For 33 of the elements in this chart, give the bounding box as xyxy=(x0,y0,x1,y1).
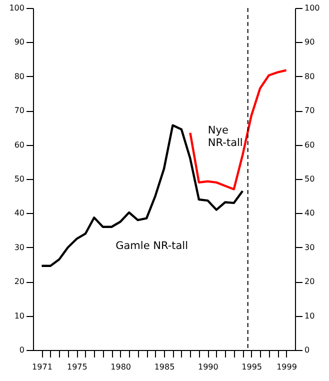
x-tick-label: 1995 xyxy=(242,362,262,372)
y2-tick-label: 20 xyxy=(304,277,315,286)
y2-tick-label: 100 xyxy=(304,4,320,12)
y2-tick-label: 70 xyxy=(304,106,315,116)
y-tick-label: 30 xyxy=(14,242,24,252)
y2-tick-label: 30 xyxy=(304,242,315,252)
y2-tick-label: 50 xyxy=(304,174,315,184)
y-tick-label: 40 xyxy=(14,208,24,218)
series-label: Gamle NR-tall xyxy=(116,240,188,252)
y-tick-label: 60 xyxy=(14,140,24,150)
x-tick-label: 1999 xyxy=(276,362,297,372)
y-tick-label: 70 xyxy=(14,106,24,116)
y2-tick-label: 90 xyxy=(304,38,315,47)
y-tick-label: 10 xyxy=(14,311,24,320)
y2-tick-label: 80 xyxy=(304,72,315,81)
x-tick-label: 1990 xyxy=(198,362,218,372)
y-tick-label: 0 xyxy=(19,346,24,354)
x-tick-label: 1975 xyxy=(66,362,88,372)
y2-tick-label: 40 xyxy=(304,208,315,218)
y-tick-label: 90 xyxy=(14,38,24,47)
y-tick-label: 80 xyxy=(14,72,24,81)
x-tick-label: 1971 xyxy=(32,362,52,372)
y2-tick-label: 60 xyxy=(304,140,315,150)
x-tick-label: 1980 xyxy=(110,362,132,372)
y-tick-label: 100 xyxy=(9,4,24,12)
x-tick-label: 1985 xyxy=(154,362,175,372)
y-tick-label: 20 xyxy=(14,277,24,286)
y2-tick-label: 0 xyxy=(304,346,310,354)
y-tick-label: 50 xyxy=(14,174,24,184)
line-series xyxy=(189,69,288,190)
line-series xyxy=(40,124,244,267)
y2-tick-label: 10 xyxy=(304,311,315,320)
series-label: Nye NR-tall xyxy=(208,124,243,149)
